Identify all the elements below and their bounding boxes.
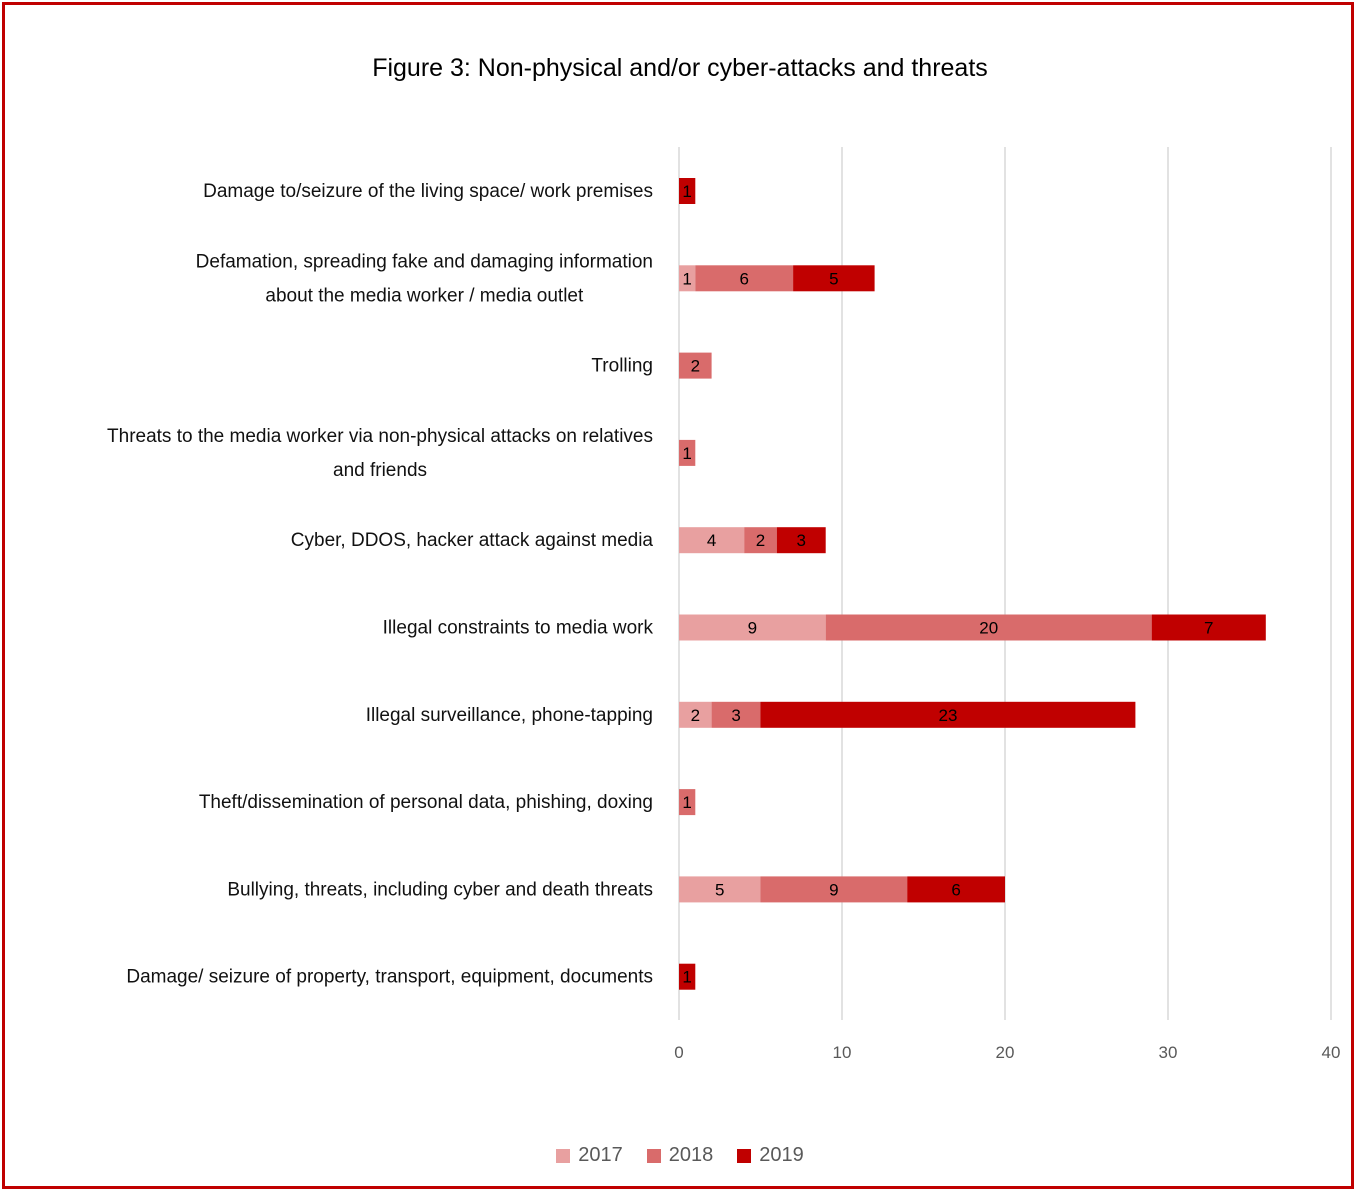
bar-segment — [679, 701, 712, 728]
bar-segment — [776, 527, 826, 554]
category-label: Threats to the media worker via non-phys… — [107, 426, 653, 447]
legend-label: 2018 — [668, 1144, 714, 1166]
bar-segment — [760, 876, 908, 903]
data-label: 2 — [691, 706, 700, 725]
category-label: Illegal surveillance, phone-tapping — [366, 705, 653, 726]
category-label: Cyber, DDOS, hacker attack against media — [291, 530, 654, 551]
legend-label: 2017 — [578, 1144, 623, 1166]
category-label: Bullying, threats, including cyber and d… — [227, 879, 653, 900]
bar-segment — [679, 352, 712, 379]
legend-label: 2019 — [759, 1144, 804, 1166]
x-tick-label: 0 — [674, 1043, 683, 1062]
x-tick-labels: 0 10 20 30 40 — [674, 1043, 1340, 1062]
gridlines — [678, 147, 1332, 1020]
category-label: Damage to/seizure of the living space/ w… — [203, 181, 653, 202]
bar-segment — [793, 265, 875, 292]
data-label: 5 — [715, 880, 724, 899]
legend-swatch — [646, 1148, 661, 1163]
data-label: 6 — [739, 269, 748, 288]
legend-item: 2017 — [556, 1144, 623, 1167]
bar-segment — [679, 876, 761, 903]
data-label: 1 — [682, 269, 691, 288]
legend-item: 2019 — [737, 1144, 804, 1167]
data-label: 20 — [979, 619, 998, 638]
data-label: 9 — [748, 619, 757, 638]
category-label: about the media worker / media outlet — [265, 285, 584, 306]
bar-segment — [679, 527, 745, 554]
bar-segment — [711, 701, 761, 728]
bar-segment — [825, 614, 1152, 641]
bar-segment — [1151, 614, 1266, 641]
data-label: 1 — [682, 444, 691, 463]
data-label: 4 — [707, 531, 716, 550]
chart-title: Figure 3: Non-physical and/or cyber-atta… — [372, 54, 988, 82]
legend-swatch — [556, 1148, 571, 1163]
bar-segment — [907, 876, 1005, 903]
data-label: 5 — [829, 269, 838, 288]
category-labels: Damage to/seizure of the living space/ w… — [107, 181, 653, 988]
bar-segment — [679, 614, 826, 641]
data-label: 1 — [682, 968, 691, 987]
data-label: 6 — [951, 880, 960, 899]
bar-segment — [679, 265, 696, 292]
bar-segment — [760, 701, 1136, 728]
x-tick-label: 40 — [1322, 1043, 1341, 1062]
legend: 2017 2018 2019 — [0, 1144, 1360, 1167]
data-label: 3 — [731, 706, 740, 725]
data-label: 9 — [829, 880, 838, 899]
data-label: 3 — [797, 531, 806, 550]
bar-segment — [679, 439, 696, 466]
data-label: 1 — [682, 793, 691, 812]
category-label: and friends — [333, 460, 427, 481]
legend-swatch — [737, 1148, 752, 1163]
data-label: 7 — [1204, 619, 1213, 638]
x-tick-label: 20 — [996, 1043, 1015, 1062]
category-label: Theft/dissemination of personal data, ph… — [199, 792, 653, 813]
data-label: 2 — [756, 531, 765, 550]
category-label: Trolling — [591, 356, 653, 377]
bar-segment — [679, 789, 696, 816]
x-tick-label: 10 — [833, 1043, 852, 1062]
data-label: 2 — [691, 357, 700, 376]
data-label: 1 — [682, 182, 691, 201]
legend-item: 2018 — [646, 1144, 714, 1167]
category-label: Illegal constraints to media work — [383, 618, 654, 639]
category-label: Damage/ seizure of property, transport, … — [126, 967, 653, 988]
bar-segment — [695, 265, 794, 292]
bar-segment — [679, 178, 696, 204]
data-label: 23 — [938, 706, 957, 725]
bar-segment — [679, 963, 696, 990]
x-tick-label: 30 — [1159, 1043, 1178, 1062]
bar-segment — [744, 527, 777, 554]
category-label: Defamation, spreading fake and damaging … — [196, 251, 653, 272]
